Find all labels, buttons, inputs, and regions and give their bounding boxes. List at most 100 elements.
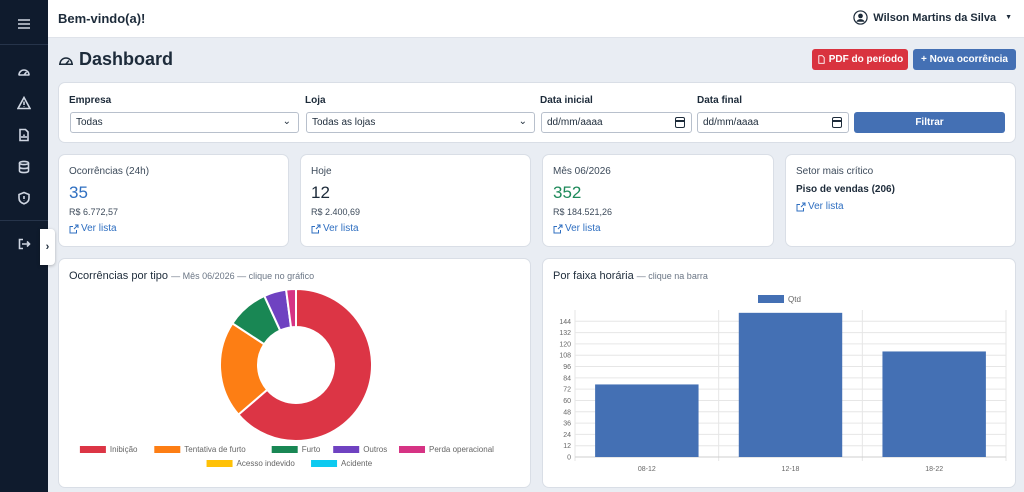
donut-slice-4[interactable] bbox=[284, 287, 297, 329]
donut-slice-0[interactable] bbox=[236, 287, 373, 442]
user-menu[interactable]: Wilson Martins da Silva ▼ bbox=[853, 10, 1012, 25]
sidebar-expand-toggle[interactable]: › bbox=[40, 229, 55, 265]
y-tick-label: 120 bbox=[559, 341, 571, 348]
legend-label[interactable]: Acidente bbox=[341, 459, 373, 468]
gauge-icon bbox=[18, 69, 30, 76]
stat-label: Setor mais crítico bbox=[796, 166, 874, 177]
legend-swatch[interactable] bbox=[154, 446, 181, 453]
filter-button[interactable]: Filtrar bbox=[854, 112, 1005, 133]
new-occurrence-button[interactable]: + Nova ocorrência bbox=[913, 49, 1016, 70]
data-final-value: dd/mm/aaaa bbox=[703, 117, 759, 128]
view-list-link[interactable]: Ver lista bbox=[553, 223, 601, 234]
external-link-icon bbox=[311, 224, 321, 233]
external-link-icon bbox=[796, 202, 806, 211]
data-final-input[interactable]: dd/mm/aaaa bbox=[697, 112, 849, 133]
y-tick-label: 12 bbox=[563, 443, 571, 450]
external-link-icon bbox=[69, 224, 79, 233]
chart-title: Ocorrências por tipo — Mês 06/2026 — cli… bbox=[69, 270, 314, 282]
legend-label[interactable]: Outros bbox=[363, 445, 387, 454]
stat-label: Mês 06/2026 bbox=[553, 166, 611, 177]
empresa-value: Todas bbox=[76, 117, 103, 128]
legend-label[interactable]: Acesso indevido bbox=[237, 459, 296, 468]
legend-swatch[interactable] bbox=[333, 446, 360, 453]
sidebar-divider bbox=[0, 220, 48, 221]
chart-subtitle: — Mês 06/2026 — clique no gráfico bbox=[171, 271, 315, 281]
welcome-text: Bem-vindo(a)! bbox=[58, 11, 146, 26]
stat-card-month: Mês 06/2026 352 R$ 184.521,26 Ver lista bbox=[542, 154, 774, 247]
x-tick-label: 18-22 bbox=[925, 466, 943, 473]
sidebar-item-reports[interactable] bbox=[0, 121, 48, 149]
x-tick-label: 08-12 bbox=[638, 466, 656, 473]
x-tick-label: 12-18 bbox=[782, 466, 800, 473]
y-tick-label: 84 bbox=[563, 375, 571, 382]
legend-swatch[interactable] bbox=[311, 460, 338, 467]
y-tick-label: 48 bbox=[563, 409, 571, 416]
legend-swatch[interactable] bbox=[79, 446, 106, 453]
legend-swatch[interactable] bbox=[206, 460, 233, 467]
stat-money: R$ 2.400,69 bbox=[311, 207, 361, 217]
data-final-label: Data final bbox=[697, 95, 743, 106]
data-inicial-value: dd/mm/aaaa bbox=[547, 117, 603, 128]
bar-08-12[interactable] bbox=[595, 384, 699, 457]
user-icon bbox=[853, 10, 868, 25]
legend-label[interactable]: Perda operacional bbox=[429, 445, 494, 454]
bar-12-18[interactable] bbox=[738, 312, 843, 457]
critical-sector-name: Piso de vendas (206) bbox=[796, 184, 895, 195]
chevron-down-icon: ⌄ bbox=[518, 116, 527, 127]
y-tick-label: 0 bbox=[567, 455, 571, 462]
file-pdf-icon bbox=[818, 55, 825, 64]
gauge-icon bbox=[59, 56, 73, 65]
donut-chart[interactable]: Inibição Tentativa de furto Furto Outros Per… bbox=[59, 259, 532, 489]
legend-swatch[interactable] bbox=[399, 446, 425, 453]
topbar: Bem-vindo(a)! Wilson Martins da Silva ▼ bbox=[48, 0, 1024, 38]
y-tick-label: 132 bbox=[559, 330, 571, 337]
chart-title-text: Por faixa horária bbox=[553, 270, 634, 282]
y-tick-label: 144 bbox=[559, 319, 571, 326]
sidebar-divider bbox=[0, 44, 48, 45]
page-title-text: Dashboard bbox=[79, 49, 174, 69]
loja-select[interactable]: Todas as lojas ⌄ bbox=[306, 112, 535, 133]
legend-label[interactable]: Qtd bbox=[788, 295, 801, 304]
view-list-label: Ver lista bbox=[81, 223, 117, 234]
stat-label: Ocorrências (24h) bbox=[69, 166, 150, 177]
calendar-icon[interactable] bbox=[832, 117, 842, 128]
chevron-right-icon: › bbox=[45, 241, 50, 253]
calendar-icon[interactable] bbox=[675, 117, 685, 128]
pdf-button-label: PDF do período bbox=[828, 54, 904, 65]
shield-icon bbox=[18, 191, 30, 205]
view-list-label: Ver lista bbox=[323, 223, 359, 234]
legend-swatch[interactable] bbox=[758, 295, 784, 303]
legend-label[interactable]: Inibição bbox=[110, 445, 138, 454]
empresa-label: Empresa bbox=[69, 95, 112, 106]
legend-swatch[interactable] bbox=[271, 446, 298, 453]
filters-card: Empresa Todas ⌄ Loja Todas as lojas ⌄ Da… bbox=[58, 82, 1016, 143]
view-list-link[interactable]: Ver lista bbox=[69, 223, 117, 234]
stat-money: R$ 6.772,57 bbox=[69, 207, 119, 217]
bar-18-22[interactable] bbox=[882, 351, 986, 457]
pdf-button[interactable]: PDF do período bbox=[812, 49, 908, 70]
view-list-link[interactable]: Ver lista bbox=[311, 223, 359, 234]
empresa-select[interactable]: Todas ⌄ bbox=[70, 112, 299, 133]
sidebar-item-database[interactable] bbox=[0, 153, 48, 181]
stat-value: 35 bbox=[69, 183, 88, 202]
legend-label[interactable]: Tentativa de furto bbox=[184, 445, 246, 454]
data-inicial-input[interactable]: dd/mm/aaaa bbox=[541, 112, 692, 133]
view-list-link[interactable]: Ver lista bbox=[796, 201, 844, 212]
bar-chart-card: Por faixa horária — clique na barra Qtd 0… bbox=[542, 258, 1016, 488]
menu-icon[interactable] bbox=[0, 10, 48, 38]
stat-card-critical-sector: Setor mais crítico Piso de vendas (206) … bbox=[785, 154, 1016, 247]
page-title: Dashboard bbox=[58, 49, 173, 70]
sidebar-item-security[interactable] bbox=[0, 184, 48, 212]
sidebar-item-alerts[interactable] bbox=[0, 89, 48, 117]
user-name: Wilson Martins da Silva bbox=[873, 11, 997, 24]
y-tick-label: 60 bbox=[563, 398, 571, 405]
bar-chart[interactable]: Qtd 0 12 24 36 48 60 72 84 96 108 120 132 144 08-12 12-… bbox=[543, 259, 1017, 489]
loja-value: Todas as lojas bbox=[312, 117, 376, 128]
sidebar-item-logout[interactable] bbox=[0, 230, 48, 258]
y-tick-label: 72 bbox=[563, 387, 571, 394]
chart-subtitle: — clique na barra bbox=[636, 271, 708, 281]
legend-label[interactable]: Furto bbox=[302, 445, 321, 454]
sidebar-item-dashboard[interactable] bbox=[0, 58, 48, 86]
data-inicial-label: Data inicial bbox=[540, 95, 593, 106]
chevron-down-icon: ⌄ bbox=[282, 116, 291, 127]
